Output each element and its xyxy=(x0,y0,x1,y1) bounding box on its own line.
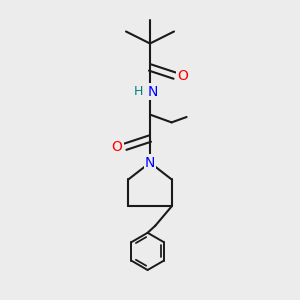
Text: O: O xyxy=(178,69,188,82)
Text: N: N xyxy=(147,85,158,98)
Text: O: O xyxy=(112,140,122,154)
Text: N: N xyxy=(145,156,155,170)
Text: H: H xyxy=(134,85,143,98)
